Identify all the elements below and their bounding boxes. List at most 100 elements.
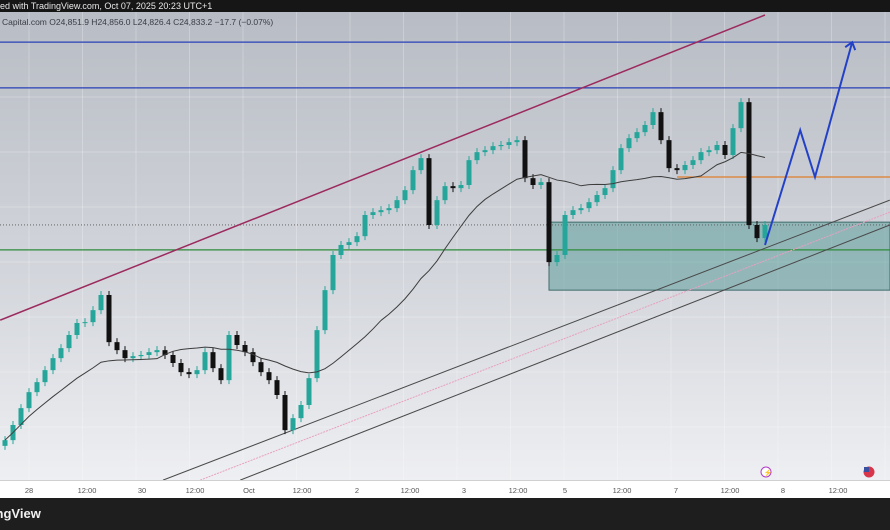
candle-body (570, 210, 576, 215)
candle-body (34, 382, 40, 393)
candle-body (594, 195, 600, 203)
tradingview-logo: dingView (0, 506, 41, 521)
candle-body (482, 150, 488, 153)
candle-body (346, 242, 352, 245)
candle-body (562, 215, 568, 255)
candle-body (186, 372, 192, 375)
candle-body (434, 200, 440, 225)
candle-body (330, 255, 336, 291)
rising-trendline (0, 14, 766, 321)
time-tick-label: 5 (563, 486, 567, 495)
chart-area[interactable]: ⚡ Capital.com O24,851.9 H24,856.0 L24,82… (0, 12, 890, 480)
time-tick-label: 30 (138, 486, 146, 495)
candle-body (66, 335, 72, 349)
event-circle (760, 466, 772, 478)
time-tick-label: 8 (781, 486, 785, 495)
candle-body (722, 145, 728, 155)
time-tick-label: 12:00 (401, 486, 420, 495)
candle-body (258, 362, 264, 373)
candle-body (218, 368, 224, 381)
time-axis-labels: 28 12:00 30 12:00 Oct 12:00 2 12:00 3 12:00 5 12:00… (25, 486, 848, 495)
candle-body (26, 392, 32, 409)
candle-body (322, 290, 328, 331)
time-tick-label: 3 (462, 486, 466, 495)
candle-body (578, 208, 584, 211)
candle-body (306, 378, 312, 405)
lightning-event-icon: ⚡ (760, 466, 772, 478)
candle-body (650, 112, 656, 125)
time-axis[interactable]: 28 12:00 30 12:00 Oct 12:00 2 12:00 3 12:00 5 12:00… (0, 480, 890, 499)
candle-body (474, 152, 480, 161)
candle-body (530, 178, 536, 185)
time-tick-label: 12:00 (186, 486, 205, 495)
candle-body (714, 145, 720, 151)
candle-body (138, 355, 144, 357)
candle-body (610, 170, 616, 189)
time-tick-label: Oct (243, 486, 256, 495)
candle-body (402, 190, 408, 201)
candle-body (266, 372, 272, 381)
candle-body (386, 208, 392, 211)
candle-body (50, 358, 56, 371)
candle-body (682, 165, 688, 171)
candle-body (498, 145, 504, 147)
candle-body (130, 356, 136, 359)
candle-body (618, 148, 624, 171)
candle-body (338, 245, 344, 255)
candle-body (450, 186, 456, 189)
candle-body (58, 348, 64, 359)
candle-body (730, 128, 736, 155)
candle-body (658, 112, 664, 141)
candle-body (274, 380, 280, 395)
candle-body (586, 202, 592, 209)
candle-body (546, 182, 552, 263)
time-tick-label: 12:00 (721, 486, 740, 495)
candle-body (514, 140, 520, 143)
candle-body (162, 350, 168, 355)
candle-body (354, 236, 360, 243)
candle-body (42, 370, 48, 383)
candle-body (378, 210, 384, 213)
candle-body (146, 352, 152, 355)
candle-body (106, 295, 112, 343)
candle-body (690, 160, 696, 165)
candle-body (554, 255, 560, 263)
candle-body (522, 140, 528, 179)
candle-body (738, 102, 744, 129)
price-plot: ⚡ (0, 12, 890, 480)
time-tick-label: 28 (25, 486, 33, 495)
candle-body (410, 170, 416, 191)
candle-body (242, 345, 248, 353)
projection-path (764, 41, 854, 246)
candle-body (466, 160, 472, 185)
candle-body (426, 158, 432, 225)
candle-body (202, 352, 208, 371)
candle-body (170, 355, 176, 363)
candle-body (98, 295, 104, 311)
time-tick-label: 12:00 (509, 486, 528, 495)
channel-line-lower (240, 224, 890, 480)
candle-body (74, 323, 80, 335)
channel-line-upper (162, 199, 890, 480)
candle-body (226, 335, 232, 381)
channel-midline (200, 211, 890, 480)
candle-body (210, 352, 216, 369)
candle-body (290, 418, 296, 431)
symbol-legend: Capital.com O24,851.9 H24,856.0 L24,826.… (2, 17, 274, 27)
time-tick-label: 12:00 (78, 486, 97, 495)
candle-body (194, 370, 200, 375)
candle-body (762, 224, 768, 239)
candle-body (458, 185, 464, 189)
candle-body (706, 150, 712, 153)
candle-body (698, 152, 704, 161)
candle-body (90, 310, 96, 323)
candle-body (154, 350, 160, 353)
candle-body (18, 408, 24, 425)
us-flag-icon (863, 466, 875, 478)
candle-body (674, 168, 680, 171)
candle-body (754, 225, 760, 239)
published-banner: ed with TradingView.com, Oct 07, 2025 20… (0, 0, 890, 12)
time-tick-label: 2 (355, 486, 359, 495)
candle-body (442, 186, 448, 201)
candle-body (250, 352, 256, 363)
